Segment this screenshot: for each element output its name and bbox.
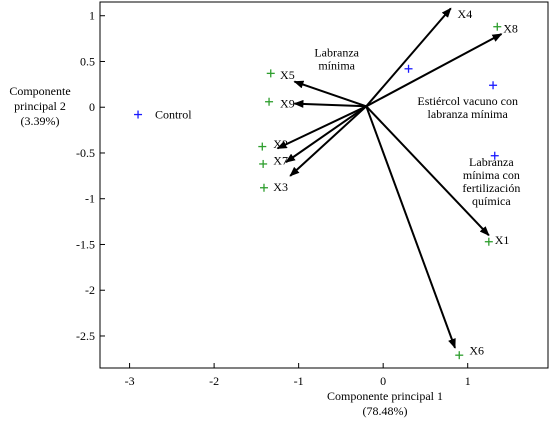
- x-tick-label: -1: [294, 374, 304, 388]
- treatment-point-marker: [489, 81, 498, 90]
- loading-arrow-x2: [276, 105, 367, 150]
- variable-label-x7: X7: [273, 153, 288, 167]
- treatment-label: mínima con: [463, 168, 520, 182]
- variable-point-marker: [258, 142, 267, 151]
- treatment-point-marker: [404, 64, 413, 73]
- loading-arrow-x5: [293, 80, 367, 108]
- loading-arrow-x1: [365, 105, 490, 237]
- y-tick-label: -0.5: [76, 146, 95, 160]
- variable-point-marker: [265, 97, 274, 106]
- x-axis-title: Componente principal 1: [327, 389, 443, 403]
- y-tick-label: 0.5: [80, 54, 95, 68]
- variable-label-x4: X4: [458, 7, 473, 21]
- loading-arrow-x3: [289, 105, 367, 177]
- loading-arrow-x7: [285, 105, 367, 163]
- variable-label-x2: X2: [273, 137, 288, 151]
- treatment-label: Labranza: [314, 45, 359, 59]
- y-tick-label: -2: [85, 283, 95, 297]
- loading-arrow-x9: [293, 99, 367, 108]
- x-tick-label: 1: [465, 374, 471, 388]
- y-tick-label: -1: [85, 192, 95, 206]
- variable-point-marker: [259, 159, 268, 168]
- y-axis-variance: (3.39%): [21, 114, 60, 128]
- treatment-point-marker: [134, 110, 143, 119]
- treatment-label: Labranza: [469, 155, 514, 169]
- variable-point-marker: [266, 69, 275, 78]
- treatment-point-marker: [490, 151, 499, 160]
- loading-arrow-x6: [365, 105, 456, 349]
- variable-point-marker: [455, 351, 464, 360]
- y-tick-label: 1: [89, 9, 95, 23]
- treatment-label: Estiércol vacuno con: [417, 94, 518, 108]
- variable-label-x1: X1: [495, 233, 510, 247]
- y-tick-label: -1.5: [76, 237, 95, 251]
- y-tick-label: -2.5: [76, 329, 95, 343]
- variable-point-marker: [484, 237, 493, 246]
- loading-arrow-x8: [365, 33, 503, 108]
- variable-label-x8: X8: [503, 22, 518, 36]
- variable-label-x5: X5: [280, 68, 295, 82]
- treatment-label: labranza mínima: [428, 107, 509, 121]
- variable-point-marker: [493, 22, 502, 31]
- treatment-label: Control: [155, 108, 192, 122]
- variable-point-marker: [259, 183, 268, 192]
- x-tick-label: 0: [380, 374, 386, 388]
- treatment-label: mínima: [318, 58, 355, 72]
- treatment-label: química: [472, 194, 511, 208]
- variable-label-x6: X6: [469, 344, 484, 358]
- y-tick-label: 0: [89, 100, 95, 114]
- treatment-label: fertilización: [462, 181, 520, 195]
- plot-frame: [99, 1, 549, 369]
- loading-arrow-x4: [365, 7, 452, 107]
- variable-label-x9: X9: [280, 97, 295, 111]
- y-axis-title-line-2: principal 2: [14, 99, 66, 113]
- x-tick-label: -3: [125, 374, 135, 388]
- variable-label-x3: X3: [273, 180, 288, 194]
- x-axis-variance: (78.48%): [363, 404, 408, 418]
- y-axis-title-line-1: Componente: [9, 84, 70, 98]
- x-tick-label: -2: [209, 374, 219, 388]
